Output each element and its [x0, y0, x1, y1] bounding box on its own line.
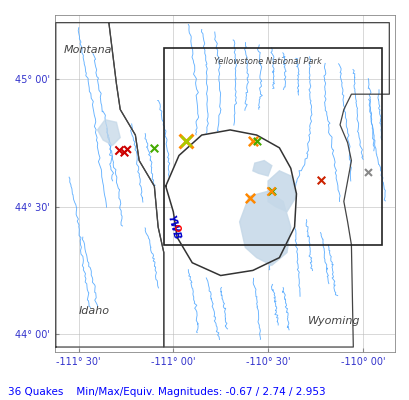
Text: YWB: YWB: [165, 214, 181, 240]
Text: Yellowstone National Park: Yellowstone National Park: [213, 56, 321, 66]
Polygon shape: [239, 191, 290, 265]
Point: [182, 138, 189, 145]
Point: [253, 138, 259, 144]
Point: [116, 147, 122, 154]
Point: [123, 146, 130, 152]
Point: [268, 188, 274, 194]
Point: [246, 194, 253, 201]
Text: Montana: Montana: [64, 45, 112, 55]
Polygon shape: [267, 171, 296, 212]
Text: Wyoming: Wyoming: [307, 316, 360, 326]
Polygon shape: [252, 160, 271, 176]
Point: [182, 138, 189, 145]
Polygon shape: [97, 120, 120, 145]
Point: [151, 145, 157, 151]
Point: [267, 188, 274, 194]
Bar: [164, 48, 381, 245]
Text: Idaho: Idaho: [78, 306, 109, 316]
Polygon shape: [165, 130, 296, 276]
Text: 36 Quakes    Min/Max/Equiv. Magnitudes: -0.67 / 2.74 / 2.953: 36 Quakes Min/Max/Equiv. Magnitudes: -0.…: [8, 387, 325, 397]
Point: [317, 176, 324, 183]
Point: [249, 138, 256, 145]
Point: [121, 148, 127, 155]
Point: [363, 169, 370, 175]
